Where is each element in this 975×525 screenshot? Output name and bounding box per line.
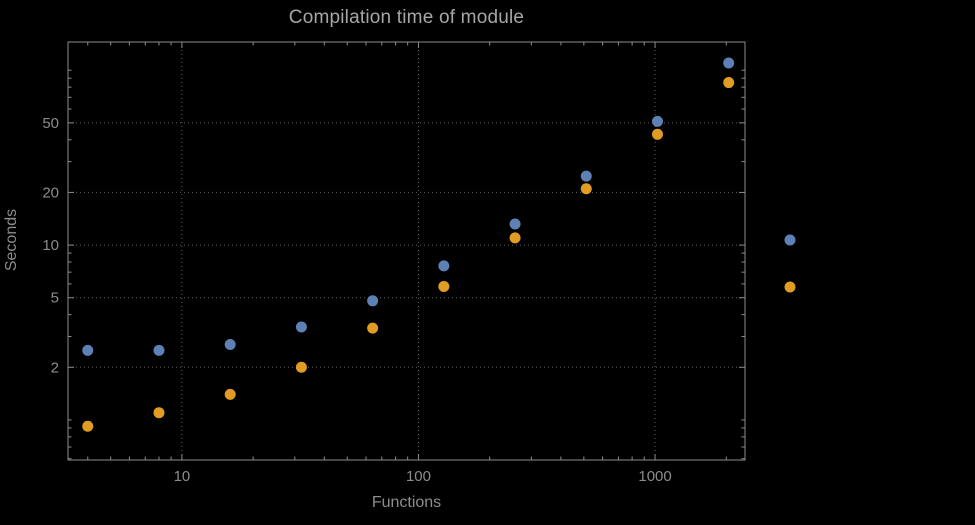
- data-point-series-2: [224, 388, 236, 400]
- data-point-series-1: [580, 170, 592, 182]
- data-point-series-1: [367, 295, 379, 307]
- data-point-series-1: [651, 115, 663, 127]
- data-point-series-2: [580, 183, 592, 195]
- data-point-series-2: [367, 322, 379, 334]
- data-point-series-1: [295, 321, 307, 333]
- chart-title: Compilation time of module: [288, 7, 525, 28]
- data-point-series-2: [438, 280, 450, 292]
- data-point-series-1: [438, 260, 450, 272]
- y-tick-label: 5: [51, 290, 59, 307]
- data-point-series-1: [509, 218, 521, 230]
- x-tick-label: 10: [174, 468, 191, 485]
- x-tick-label: 1000: [638, 468, 671, 485]
- data-point-series-2: [153, 407, 165, 419]
- data-point-series-2: [723, 77, 735, 89]
- plot-frame: [67, 41, 746, 461]
- x-tick-label: 100: [406, 468, 431, 485]
- data-point-series-1: [723, 57, 735, 69]
- data-point-series-2: [295, 361, 307, 373]
- data-point-series-2: [82, 420, 94, 432]
- data-point-series-1: [153, 344, 165, 356]
- legend-marker-series-2: [784, 281, 796, 293]
- y-tick-label: 10: [42, 237, 59, 254]
- x-axis-label: Functions: [371, 494, 442, 511]
- y-tick-label: 20: [42, 184, 59, 201]
- y-tick-label: 50: [42, 115, 59, 132]
- y-tick-label: 2: [51, 359, 59, 376]
- legend-marker-series-1: [784, 234, 796, 246]
- data-point-series-1: [224, 339, 236, 351]
- data-point-series-2: [509, 232, 521, 244]
- data-point-series-2: [651, 128, 663, 140]
- data-point-series-1: [82, 344, 94, 356]
